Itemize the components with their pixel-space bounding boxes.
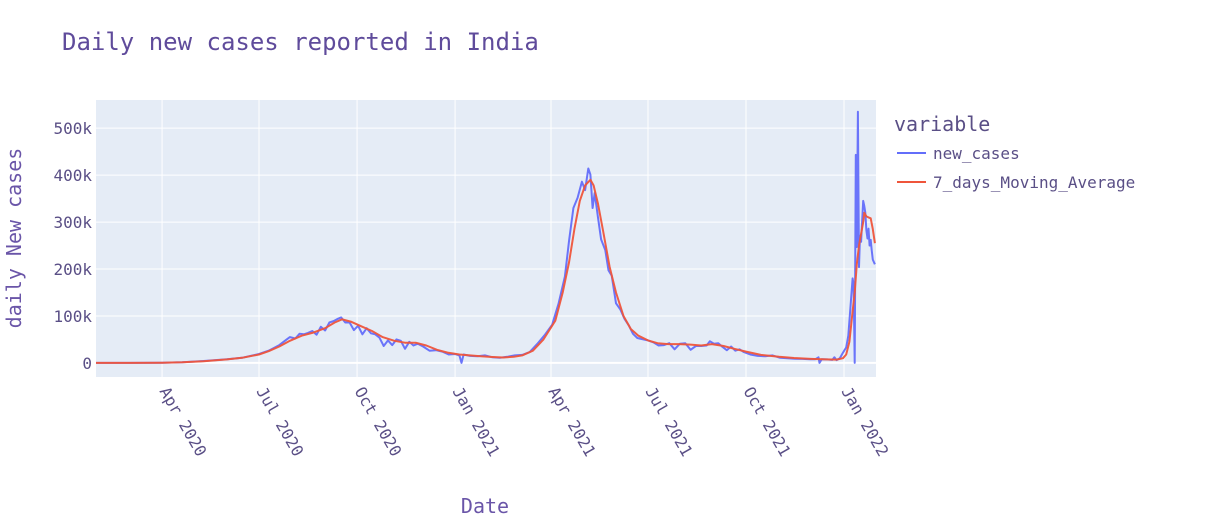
x-tick-label: Jul 2021	[642, 384, 697, 460]
x-axis-ticks: Apr 2020 Jul 2020 Oct 2020 Jan 2021 Apr 2021…	[156, 384, 893, 460]
y-tick-label: 100k	[53, 307, 92, 326]
x-axis-title: Date	[461, 494, 509, 518]
y-tick-label: 0	[82, 354, 92, 373]
x-tick-label: Oct 2020	[351, 384, 406, 460]
x-tick-label: Jul 2020	[253, 384, 308, 460]
x-tick-label: Oct 2021	[740, 384, 795, 460]
grid	[96, 100, 876, 377]
x-tick-label: Apr 2020	[156, 384, 211, 460]
x-tick-label: Apr 2021	[545, 384, 600, 460]
legend[interactable]: variable new_cases 7_days_Moving_Average	[894, 112, 1135, 192]
y-tick-label: 200k	[53, 260, 92, 279]
y-axis-ticks: 0 100k 200k 300k 400k 500k	[53, 119, 92, 373]
y-axis-title: daily New cases	[2, 148, 26, 329]
y-tick-label: 500k	[53, 119, 92, 138]
legend-title: variable	[894, 112, 990, 136]
legend-item[interactable]: 7_days_Moving_Average	[897, 173, 1135, 192]
y-tick-label: 400k	[53, 166, 92, 185]
series-line-new-cases	[96, 110, 876, 364]
x-tick-label: Jan 2022	[838, 384, 893, 460]
x-tick-label: Jan 2021	[449, 384, 504, 460]
legend-label: new_cases	[933, 144, 1020, 163]
legend-item[interactable]: new_cases	[897, 144, 1020, 163]
series-layer	[96, 110, 876, 364]
chart-title: Daily new cases reported in India	[62, 28, 539, 56]
series-line-7-days-moving-average	[96, 178, 876, 364]
y-tick-label: 300k	[53, 213, 92, 232]
legend-label: 7_days_Moving_Average	[933, 173, 1135, 192]
plot-area	[96, 100, 876, 377]
